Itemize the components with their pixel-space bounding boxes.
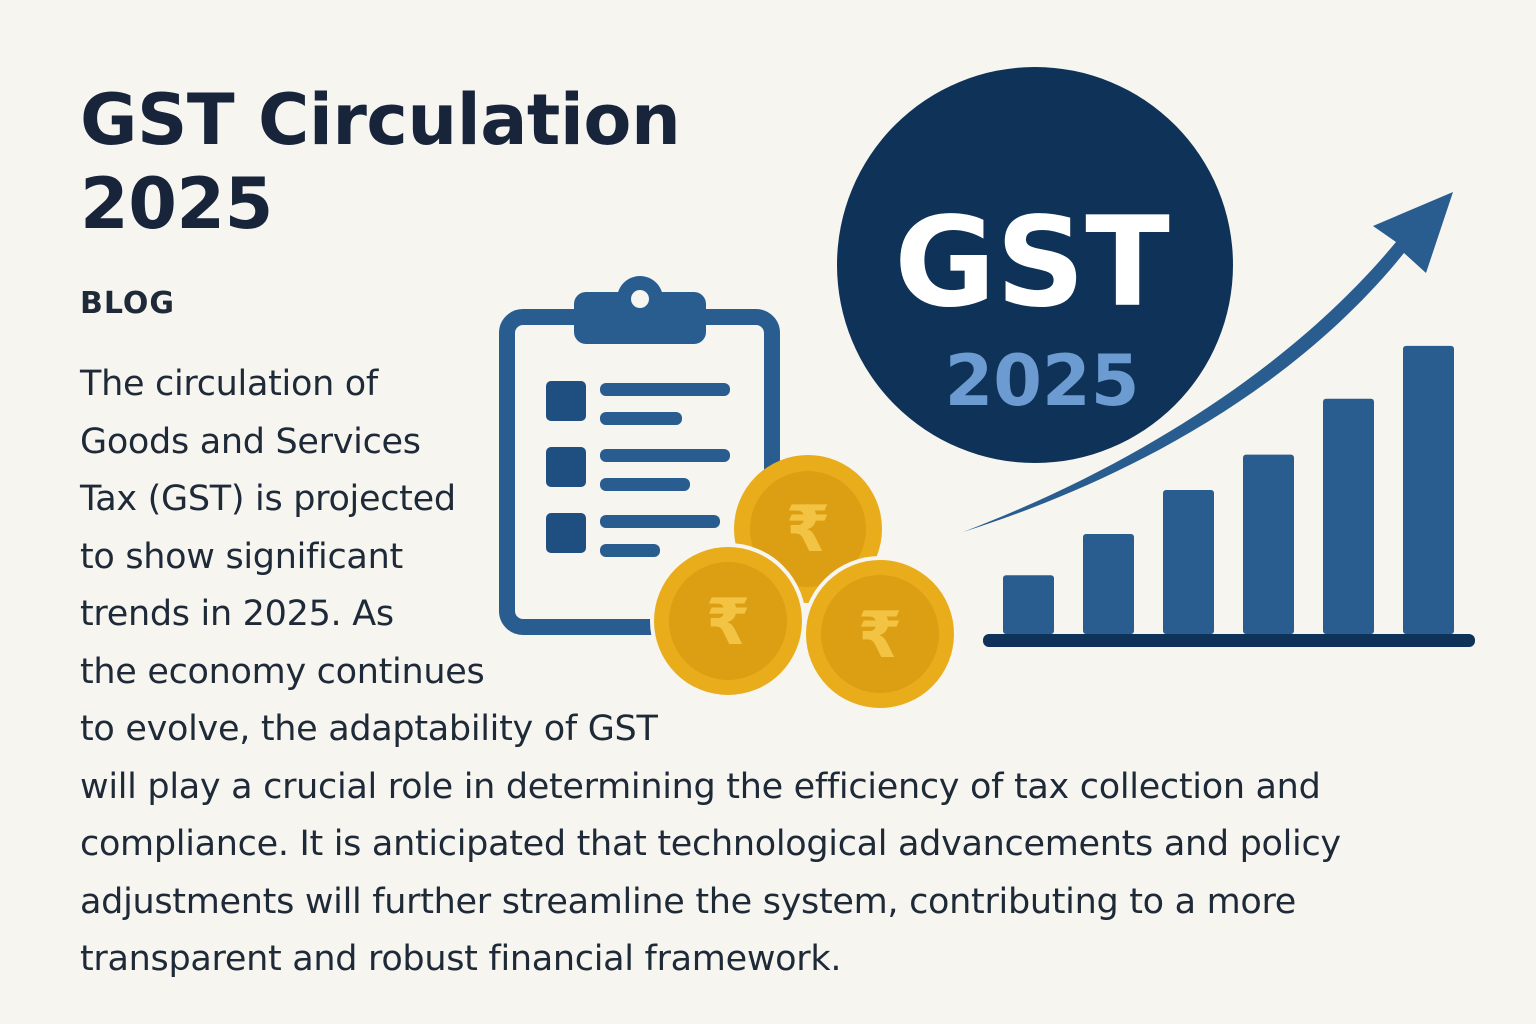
chart-bar xyxy=(1323,398,1374,634)
body-line: the economy continues xyxy=(80,651,485,692)
body-line: compliance. It is anticipated that techn… xyxy=(80,824,1341,864)
body-line: adjustments will further streamline the … xyxy=(80,881,1297,922)
bar-chart-icon xyxy=(983,345,1475,647)
trend-arrow-icon xyxy=(963,192,1453,532)
badge-bottom-text: 2025 xyxy=(945,340,1140,422)
badge-top-text: GST xyxy=(894,191,1170,335)
chart-bar xyxy=(1163,489,1214,634)
body-line: will play a crucial role in determining … xyxy=(80,766,1321,807)
clipboard-checklist-icon xyxy=(499,276,780,635)
title-line: 2025 xyxy=(80,163,273,245)
chart-bar xyxy=(1003,575,1054,634)
body-line: to evolve, the adaptability of GST xyxy=(80,709,658,749)
article-body: The circulation of Goods and Services Ta… xyxy=(80,356,1341,989)
chart-bar xyxy=(1083,534,1134,634)
title-line: GST Circulation xyxy=(80,79,681,161)
gst-badge: GST 2025 xyxy=(837,67,1233,463)
body-line: The circulation of xyxy=(80,364,378,404)
body-line: transparent and robust financial framewo… xyxy=(80,939,842,979)
page-title: GST Circulation 2025 xyxy=(80,78,681,246)
coin-symbol: ₹ xyxy=(858,599,903,673)
coin-symbol: ₹ xyxy=(706,586,751,660)
body-line: Goods and Services xyxy=(80,421,421,462)
body-line: to show significant xyxy=(80,536,403,577)
coin-symbol: ₹ xyxy=(786,493,831,567)
rupee-coin-icon: ₹ xyxy=(802,556,958,712)
body-line: trends in 2025. As xyxy=(80,594,394,634)
rupee-coin-icon: ₹ xyxy=(650,543,806,699)
chart-baseline xyxy=(983,634,1475,647)
category-tag: BLOG xyxy=(80,286,176,321)
chart-bar xyxy=(1243,454,1294,634)
body-line: Tax (GST) is projected xyxy=(80,479,456,519)
chart-bar xyxy=(1403,345,1454,634)
